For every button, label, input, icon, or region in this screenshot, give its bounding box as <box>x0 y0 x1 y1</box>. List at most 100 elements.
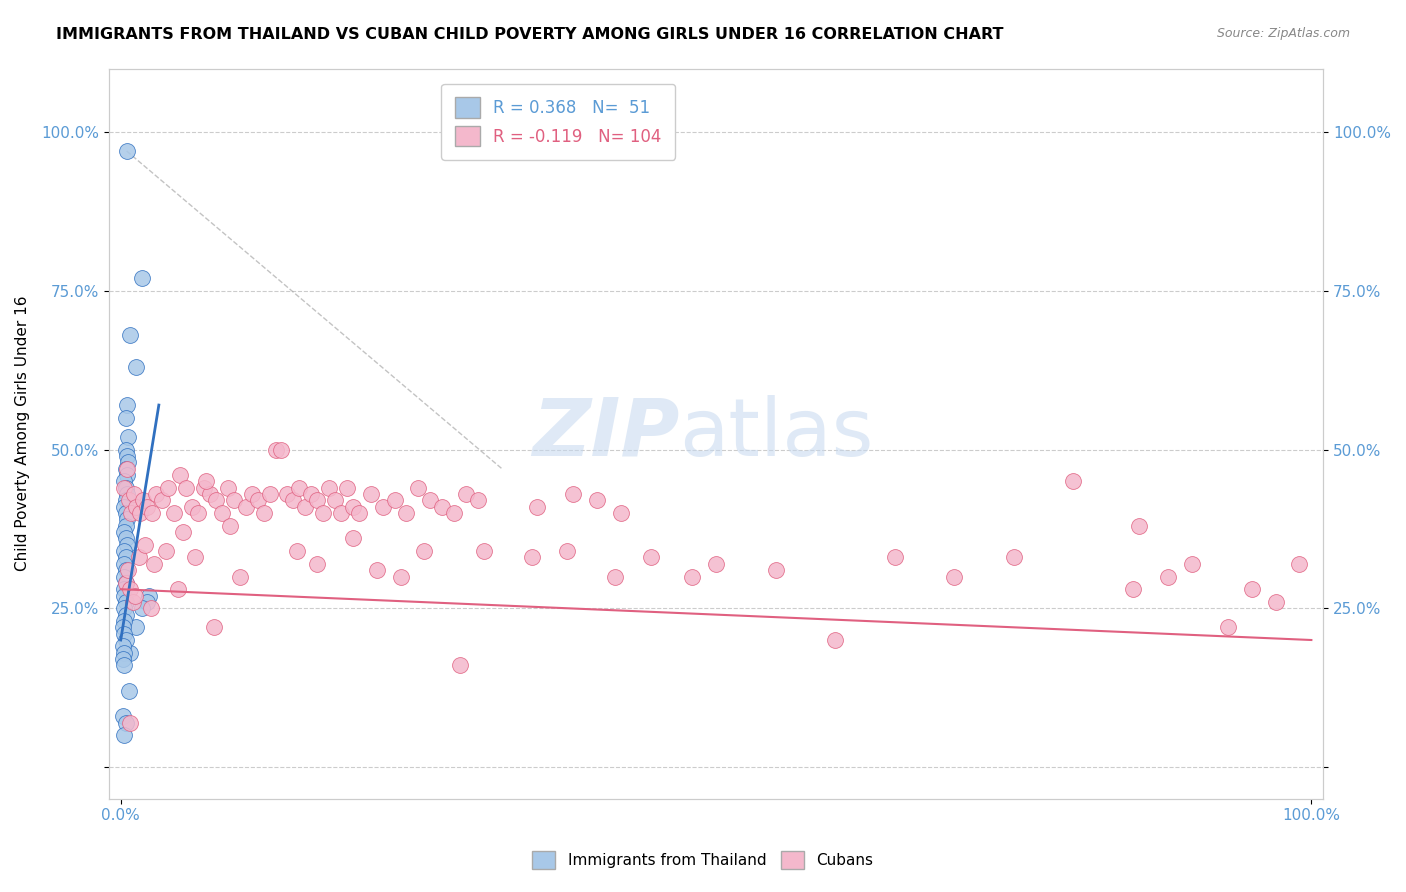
Point <box>120 328 142 343</box>
Point <box>112 475 135 489</box>
Point <box>115 467 138 482</box>
Point <box>172 524 194 539</box>
Point <box>330 506 353 520</box>
Point <box>112 614 135 628</box>
Point <box>152 493 174 508</box>
Point <box>112 589 135 603</box>
Point <box>603 569 626 583</box>
Point <box>114 461 136 475</box>
Point <box>288 481 311 495</box>
Point <box>136 595 159 609</box>
Point <box>307 557 329 571</box>
Point <box>883 550 905 565</box>
Point <box>118 493 141 508</box>
Point <box>395 506 418 520</box>
Legend: R = 0.368   N=  51, R = -0.119   N= 104: R = 0.368 N= 51, R = -0.119 N= 104 <box>441 84 675 160</box>
Point <box>114 633 136 648</box>
Point <box>610 506 633 520</box>
Point <box>114 575 136 590</box>
Point <box>259 487 281 501</box>
Point <box>384 493 406 508</box>
Point <box>824 633 846 648</box>
Text: Source: ZipAtlas.com: Source: ZipAtlas.com <box>1216 27 1350 40</box>
Point <box>1264 595 1286 609</box>
Point <box>114 532 136 546</box>
Point <box>120 582 142 597</box>
Point <box>115 144 138 158</box>
Point <box>586 493 609 508</box>
Point <box>112 709 135 723</box>
Point <box>202 620 225 634</box>
Point <box>1002 550 1025 565</box>
Point <box>181 500 204 514</box>
Point <box>1122 582 1144 597</box>
Point <box>252 506 274 520</box>
Point <box>114 518 136 533</box>
Point <box>222 493 245 508</box>
Point <box>138 589 160 603</box>
Point <box>1128 518 1150 533</box>
Point <box>121 595 143 609</box>
Point <box>169 467 191 482</box>
Point <box>704 557 727 571</box>
Point <box>115 461 138 475</box>
Point <box>193 481 215 495</box>
Point <box>139 601 162 615</box>
Point <box>114 442 136 457</box>
Point <box>299 487 322 501</box>
Point <box>112 620 135 634</box>
Point <box>765 563 787 577</box>
Point <box>114 607 136 622</box>
Point <box>112 544 135 558</box>
Point <box>112 646 135 660</box>
Point <box>1216 620 1239 634</box>
Point <box>413 544 436 558</box>
Point <box>117 430 139 444</box>
Point <box>183 550 205 565</box>
Point <box>124 589 146 603</box>
Point <box>360 487 382 501</box>
Text: atlas: atlas <box>679 394 875 473</box>
Point <box>217 481 239 495</box>
Point <box>240 487 263 501</box>
Point <box>128 550 150 565</box>
Text: IMMIGRANTS FROM THAILAND VS CUBAN CHILD POVERTY AMONG GIRLS UNDER 16 CORRELATION: IMMIGRANTS FROM THAILAND VS CUBAN CHILD … <box>56 27 1004 42</box>
Point <box>134 538 156 552</box>
Point <box>115 398 138 412</box>
Point <box>432 500 454 514</box>
Point <box>112 500 135 514</box>
Point <box>174 481 197 495</box>
Point <box>1240 582 1263 597</box>
Point <box>219 518 242 533</box>
Point <box>318 481 340 495</box>
Point <box>128 506 150 520</box>
Point <box>366 563 388 577</box>
Point <box>131 271 153 285</box>
Point <box>454 487 477 501</box>
Point <box>229 569 252 583</box>
Point <box>112 481 135 495</box>
Point <box>419 493 441 508</box>
Point <box>157 481 180 495</box>
Point <box>143 557 166 571</box>
Point <box>205 493 228 508</box>
Point <box>114 493 136 508</box>
Point <box>211 506 233 520</box>
Point <box>342 532 364 546</box>
Point <box>371 500 394 514</box>
Point <box>342 500 364 514</box>
Point <box>187 506 209 520</box>
Point <box>125 359 148 374</box>
Point <box>122 487 145 501</box>
Point <box>408 481 430 495</box>
Point <box>131 601 153 615</box>
Point <box>112 652 135 666</box>
Point <box>246 493 269 508</box>
Point <box>526 500 548 514</box>
Point <box>270 442 292 457</box>
Point <box>115 449 138 463</box>
Point <box>112 524 135 539</box>
Point <box>347 506 370 520</box>
Point <box>276 487 298 501</box>
Point <box>1062 475 1084 489</box>
